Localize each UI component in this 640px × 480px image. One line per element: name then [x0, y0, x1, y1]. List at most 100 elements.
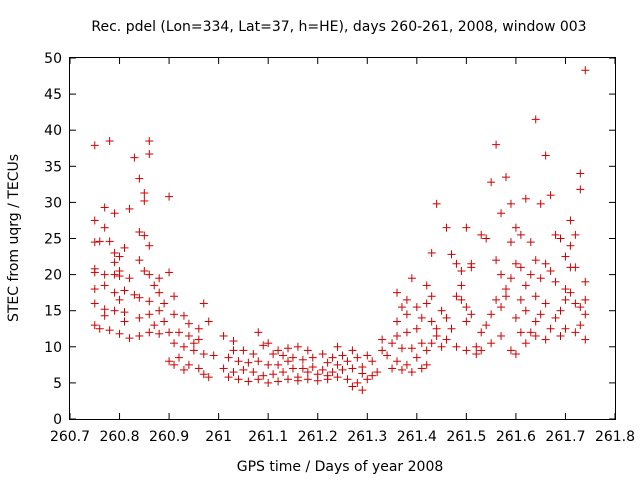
- y-tick-label: 20: [44, 268, 62, 284]
- data-point: [521, 281, 530, 290]
- data-point: [348, 346, 357, 355]
- x-tick-label: 261.8: [595, 429, 635, 445]
- y-tick-label: 15: [44, 304, 62, 320]
- data-point: [259, 341, 268, 350]
- data-point: [145, 150, 154, 159]
- data-point: [135, 331, 144, 340]
- data-point: [229, 346, 238, 355]
- data-point: [422, 281, 431, 290]
- data-point: [199, 350, 208, 359]
- data-point: [581, 277, 590, 286]
- data-point: [402, 295, 411, 304]
- data-point: [189, 346, 198, 355]
- data-point: [432, 324, 441, 333]
- data-point: [259, 371, 268, 380]
- data-point: [388, 339, 397, 348]
- data-point: [204, 317, 213, 326]
- data-point: [516, 230, 525, 239]
- data-point: [571, 263, 580, 272]
- data-point: [383, 351, 392, 360]
- y-tick-label: 45: [44, 87, 62, 103]
- data-point: [179, 365, 188, 374]
- data-point: [462, 223, 471, 232]
- data-point: [551, 313, 560, 322]
- data-point: [239, 346, 248, 355]
- y-tick-label: 5: [53, 376, 62, 392]
- data-point: [100, 311, 109, 320]
- data-point: [90, 141, 99, 150]
- data-point: [422, 360, 431, 369]
- data-point: [298, 355, 307, 364]
- data-point: [184, 319, 193, 328]
- data-point: [378, 335, 387, 344]
- data-point: [100, 223, 109, 232]
- data-point: [407, 368, 416, 377]
- x-tick-label: 261.6: [496, 429, 536, 445]
- data-point: [422, 299, 431, 308]
- data-point: [432, 199, 441, 208]
- data-point: [105, 237, 114, 246]
- data-point: [427, 248, 436, 257]
- data-point: [412, 324, 421, 333]
- data-point: [184, 360, 193, 369]
- data-point: [179, 342, 188, 351]
- data-point: [388, 364, 397, 373]
- data-point: [199, 370, 208, 379]
- data-point: [576, 185, 585, 194]
- data-point: [170, 310, 179, 319]
- data-point: [556, 234, 565, 243]
- data-point: [239, 365, 248, 374]
- data-point: [244, 377, 253, 386]
- x-tick-label: 261: [205, 429, 232, 445]
- data-point: [397, 344, 406, 353]
- data-point: [472, 342, 481, 351]
- data-point: [90, 285, 99, 294]
- data-point: [110, 209, 119, 218]
- data-point: [333, 342, 342, 351]
- data-point: [531, 256, 540, 265]
- data-point: [269, 350, 278, 359]
- data-point: [115, 329, 124, 338]
- data-point: [293, 376, 302, 385]
- data-point: [175, 328, 183, 337]
- data-point: [288, 364, 297, 373]
- data-point: [343, 357, 352, 366]
- data-point: [561, 252, 570, 261]
- data-point: [194, 335, 203, 344]
- data-point: [279, 351, 288, 360]
- data-point: [427, 339, 436, 348]
- data-point: [155, 288, 164, 297]
- data-point: [308, 353, 317, 362]
- data-point: [175, 353, 183, 362]
- data-point: [467, 310, 476, 319]
- data-point: [298, 364, 307, 373]
- y-tick-label: 10: [44, 340, 62, 356]
- data-point: [140, 189, 149, 198]
- data-point: [254, 328, 263, 337]
- data-point: [130, 153, 139, 162]
- data-point: [482, 321, 491, 330]
- data-point: [155, 274, 164, 283]
- x-tick-label: 261.2: [298, 429, 338, 445]
- data-point: [422, 346, 431, 355]
- x-tick-label: 261.1: [248, 429, 288, 445]
- data-point: [358, 369, 367, 378]
- data-point: [110, 248, 119, 257]
- data-point: [110, 306, 119, 315]
- data-point: [506, 238, 515, 247]
- data-point: [571, 230, 580, 239]
- data-point: [229, 368, 238, 377]
- data-point: [115, 252, 124, 261]
- data-point: [184, 331, 193, 340]
- data-point: [452, 259, 461, 268]
- data-point: [472, 350, 481, 359]
- data-point: [264, 339, 273, 348]
- data-point: [506, 274, 515, 283]
- data-point: [402, 310, 411, 319]
- data-point: [100, 203, 109, 212]
- data-point: [497, 303, 506, 312]
- x-tick-label: 260.8: [99, 429, 139, 445]
- data-point: [502, 173, 510, 182]
- data-point: [155, 306, 164, 315]
- y-tick-label: 30: [44, 195, 62, 211]
